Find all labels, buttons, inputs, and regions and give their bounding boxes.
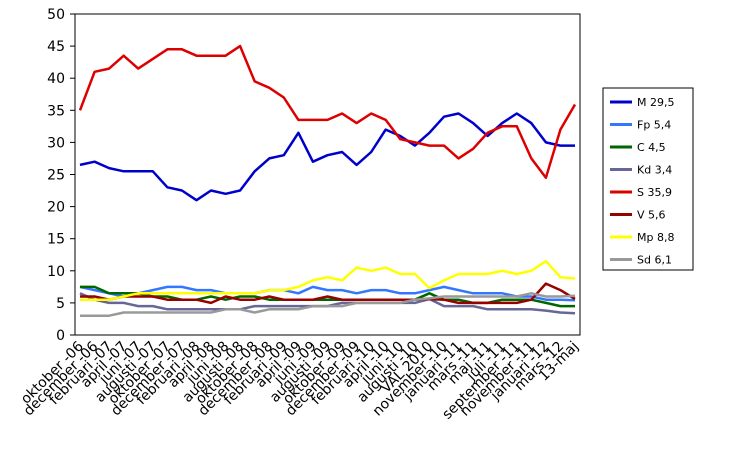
legend-box: [602, 87, 694, 271]
y-tick-label: 0: [56, 328, 65, 344]
line-series: [78, 44, 577, 179]
y-tick-label: 35: [47, 103, 65, 119]
legend-label: Sd 6,1: [637, 254, 672, 267]
line-series: [80, 282, 576, 305]
y-tick-label: 20: [47, 200, 65, 216]
y-tick-label: 30: [47, 135, 65, 151]
y-tick-label: 15: [47, 232, 65, 248]
legend-label: C 4,5: [637, 141, 666, 154]
legend-label: V 5,6: [637, 209, 666, 222]
y-tick-label: 50: [47, 7, 65, 23]
y-tick-label: 10: [47, 264, 65, 280]
y-tick-label: 25: [47, 168, 65, 184]
plot-area: [74, 13, 581, 336]
legend-label: Kd 3,4: [637, 164, 672, 177]
y-tick-label: 45: [47, 39, 65, 55]
legend-label: S 35,9: [637, 186, 672, 199]
y-tick-label: 40: [47, 71, 65, 87]
line-series: [79, 285, 576, 302]
line-series: [80, 292, 576, 317]
y-tick-label: 5: [56, 296, 65, 312]
legend-label: Fp 5,4: [637, 119, 671, 132]
legend-label: M 29,5: [637, 96, 674, 109]
line-series: [80, 259, 576, 301]
legend-label: Mp 8,8: [637, 231, 674, 244]
